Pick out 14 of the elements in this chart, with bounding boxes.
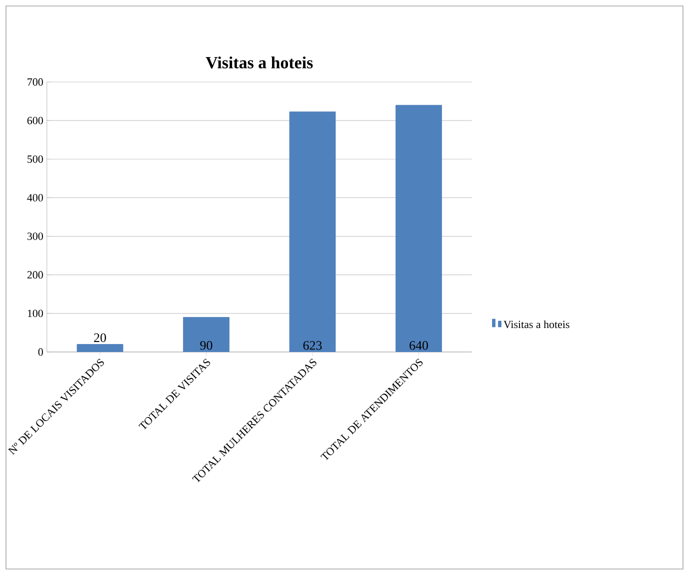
data-label: 20 bbox=[94, 333, 106, 342]
y-tick-label: 0 bbox=[38, 348, 43, 356]
legend-label: Visitas a hoteis bbox=[504, 320, 570, 328]
y-tick-label: 100 bbox=[28, 310, 43, 318]
chart-title: Visitas a hoteis bbox=[206, 56, 313, 68]
y-tick-label: 600 bbox=[27, 116, 43, 124]
y-tick-label: 300 bbox=[27, 232, 43, 240]
data-label: 623 bbox=[303, 341, 322, 350]
y-tick-label: 200 bbox=[27, 271, 43, 279]
y-tick-label: 500 bbox=[28, 155, 43, 163]
data-label: 640 bbox=[410, 341, 428, 350]
data-label: 90 bbox=[200, 341, 212, 350]
y-tick-label: 700 bbox=[28, 78, 43, 86]
y-tick-label: 400 bbox=[27, 194, 43, 202]
